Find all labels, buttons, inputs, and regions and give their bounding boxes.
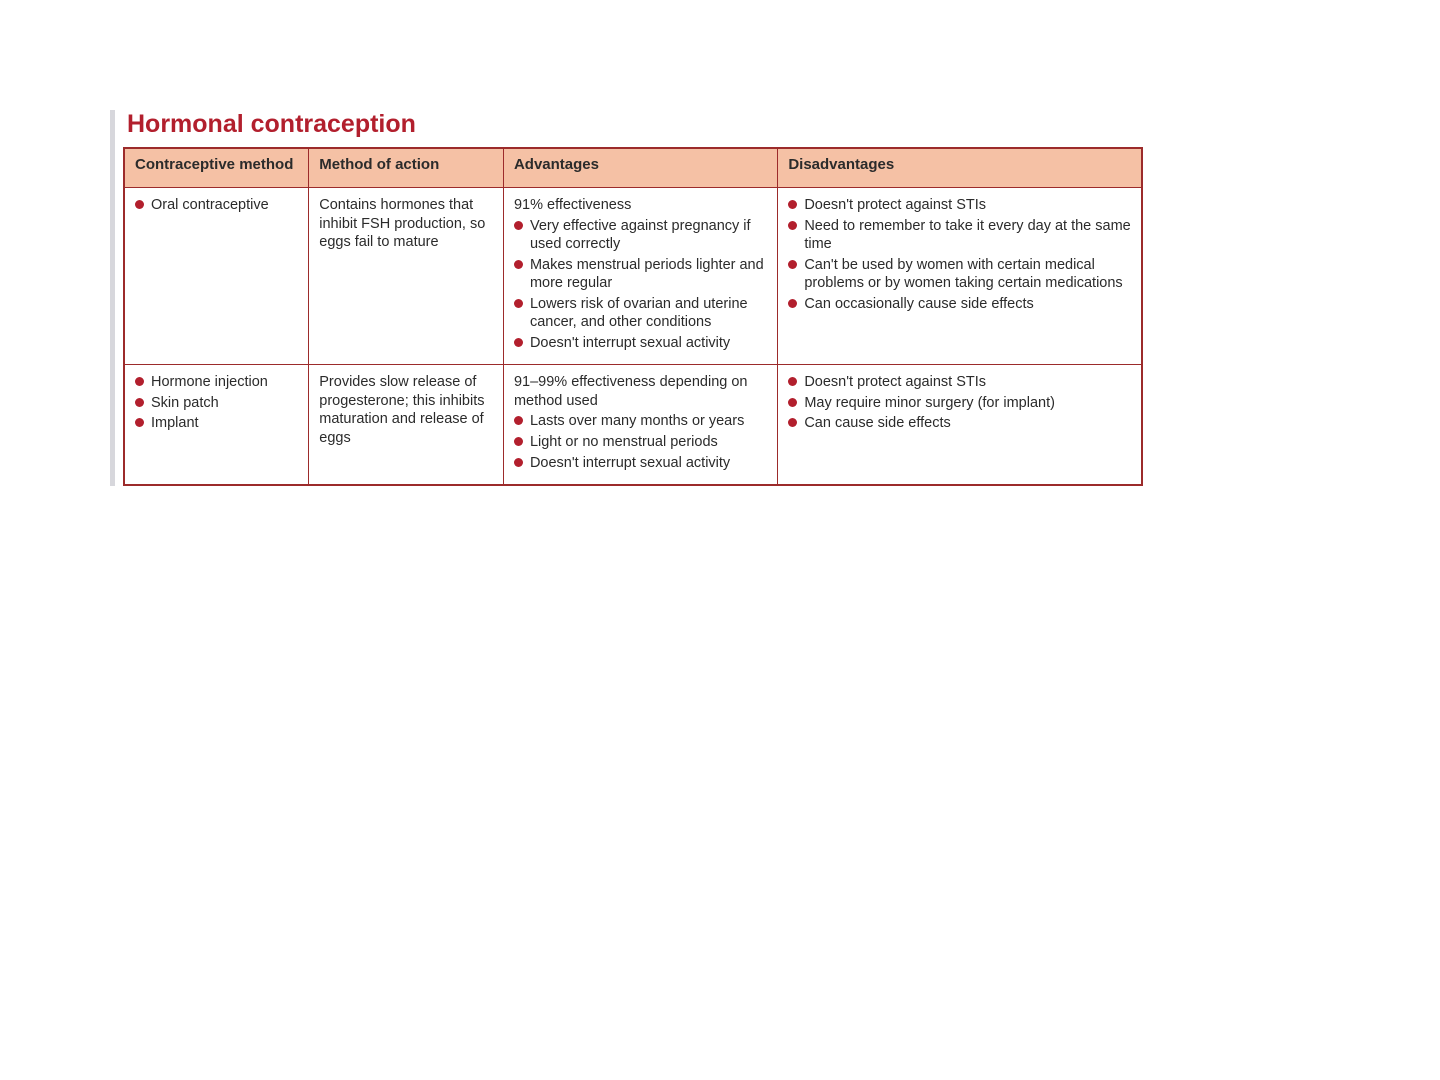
list-item: Doesn't protect against STIs [788,373,1131,392]
table-row: Hormone injection Skin patch Implant Pro… [124,365,1142,485]
table-body: Oral contraceptive Contains hormones tha… [124,188,1142,486]
list-item: Makes menstrual periods lighter and more… [514,256,767,293]
list-item: Oral contraceptive [135,196,298,215]
list-item: 91–99% effectiveness depending on method… [514,373,767,410]
list-item: Lasts over many months or years [514,412,767,431]
cell-disadvantages: Doesn't protect against STIs Need to rem… [778,188,1142,365]
list-item: Implant [135,414,298,433]
cell-advantages: 91% effectiveness Very effective against… [503,188,777,365]
list-item: Light or no menstrual periods [514,433,767,452]
table-row: Oral contraceptive Contains hormones tha… [124,188,1142,365]
col-header-advantages: Advantages [503,148,777,188]
cell-disadvantages: Doesn't protect against STIs May require… [778,365,1142,485]
list-item: Provides slow release of progesterone; t… [319,373,493,447]
table-header-row: Contraceptive method Method of action Ad… [124,148,1142,188]
list-item: Need to remember to take it every day at… [788,217,1131,254]
list-item: Can't be used by women with certain medi… [788,256,1131,293]
list-item: Doesn't interrupt sexual activity [514,454,767,473]
cell-advantages: 91–99% effectiveness depending on method… [503,365,777,485]
col-header-action: Method of action [309,148,504,188]
contraception-table: Contraceptive method Method of action Ad… [123,147,1143,486]
list-item: Skin patch [135,394,298,413]
list-item: Hormone injection [135,373,298,392]
cell-method: Hormone injection Skin patch Implant [124,365,309,485]
list-item: 91% effectiveness [514,196,767,215]
cell-action: Provides slow release of progesterone; t… [309,365,504,485]
content-container: Hormonal contraception Contraceptive met… [110,110,1340,486]
list-item: Lowers risk of ovarian and uterine cance… [514,295,767,332]
list-item: May require minor surgery (for implant) [788,394,1131,413]
cell-action: Contains hormones that inhibit FSH produ… [309,188,504,365]
page-title: Hormonal contraception [123,110,1340,139]
col-header-method: Contraceptive method [124,148,309,188]
table-header: Contraceptive method Method of action Ad… [124,148,1142,188]
list-item: Can occasionally cause side effects [788,295,1131,314]
list-item: Contains hormones that inhibit FSH produ… [319,196,493,252]
list-item: Can cause side effects [788,414,1131,433]
list-item: Doesn't protect against STIs [788,196,1131,215]
list-item: Doesn't interrupt sexual activity [514,334,767,353]
col-header-disadvantages: Disadvantages [778,148,1142,188]
list-item: Very effective against pregnancy if used… [514,217,767,254]
cell-method: Oral contraceptive [124,188,309,365]
